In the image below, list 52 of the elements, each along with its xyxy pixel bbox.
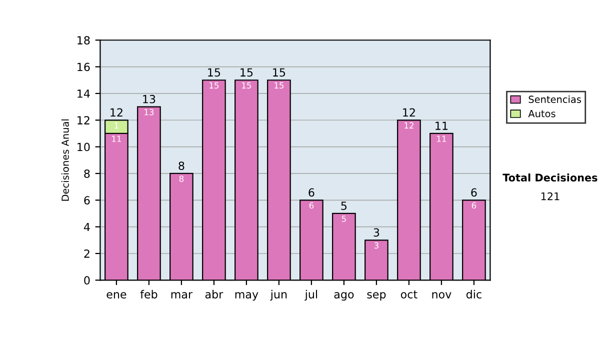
total-label: 13 [143,94,156,104]
data-label: 15 [210,82,219,89]
total-label: 8 [178,162,184,170]
x-tick-label: sep [367,292,386,301]
total-label: 15 [240,68,253,77]
text: 121 [541,192,560,200]
data-label: 13 [144,108,154,116]
y-tick-label: 16 [78,62,90,72]
y-tick-label: 2 [84,249,90,258]
y-tick-label: 18 [78,36,90,44]
x-tick-label: feb [140,290,158,298]
y-axis-title: Decisiones Anual [61,119,69,201]
total-label: 5 [341,202,347,210]
x-tick-label: nov [432,292,452,298]
data-label: 6 [472,202,476,209]
total-label: 6 [308,188,314,197]
total-label: 15 [208,68,220,77]
data-label: 3 [374,242,378,249]
total-label: 15 [273,68,286,77]
x-tick-label: oct [400,290,418,298]
y-tick-label: 8 [84,169,90,178]
y-tick-label: 10 [78,142,90,152]
data-label: 6 [309,202,314,209]
total-label: 3 [374,228,380,237]
y-tick-label: 4 [84,222,90,232]
data-label: 8 [179,176,184,182]
y-tick-label: 6 [84,196,90,205]
total-label: 12 [403,108,415,116]
x-tick-label: dic [466,290,482,298]
data-label: 11 [112,136,121,142]
x-tick-label: abr [205,290,224,298]
x-tick-label: ago [334,292,354,301]
text: Total Decisiones [502,173,598,182]
data-label: 5 [342,216,346,222]
data-label: 15 [274,82,284,89]
y-tick-label: 0 [84,276,90,285]
x-tick-label: may [235,292,258,301]
x-tick-label: jun [270,290,287,301]
data-label: 11 [437,136,446,142]
data-label: 15 [242,82,252,89]
data-label: 1 [114,122,118,128]
y-tick-label: 12 [78,116,90,124]
total-label: 6 [471,188,477,197]
x-tick-label: jul [304,290,318,301]
total-label: 12 [110,108,122,116]
total-label: 11 [436,122,448,130]
x-tick-label: mar [171,292,193,298]
legend-label: Autos [528,110,556,118]
x-tick-label: ene [106,292,126,298]
data-label: 12 [404,122,414,128]
y-tick-label: 14 [78,90,90,98]
legend-label: Sentencias [528,95,582,104]
